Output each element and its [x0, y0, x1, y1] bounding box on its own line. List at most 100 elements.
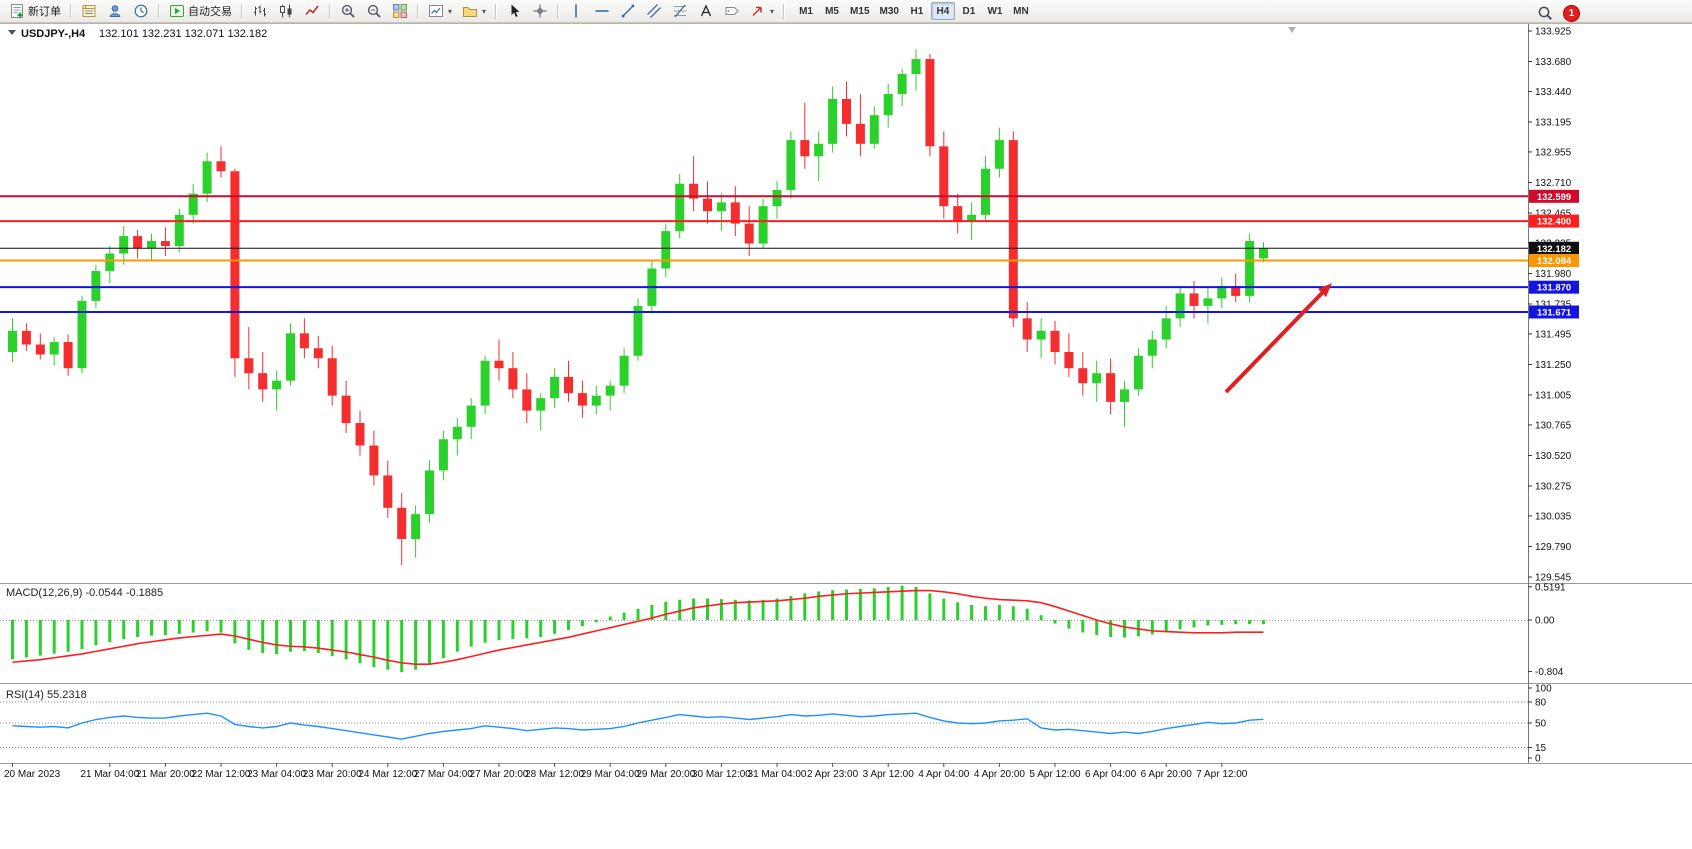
- time-label: 27 Mar 04:00: [414, 769, 473, 780]
- timeframe-mn-button[interactable]: MN: [1009, 2, 1033, 20]
- candle-body: [633, 305, 643, 356]
- tile-windows-button[interactable]: [388, 1, 412, 21]
- candle-body: [119, 236, 129, 254]
- candlestick-chart-button[interactable]: [274, 1, 298, 21]
- chart-shift-marker[interactable]: [1288, 27, 1296, 33]
- candle-body: [77, 300, 87, 369]
- zoom-out-button[interactable]: [362, 1, 386, 21]
- new-order-label: 新订单: [28, 6, 61, 18]
- time-label: 7 Apr 12:00: [1196, 769, 1248, 780]
- time-label: 20 Mar 2023: [4, 769, 61, 780]
- rsi-label: RSI(14) 55.2318: [6, 689, 87, 701]
- candle-body: [619, 355, 629, 386]
- candle-body: [564, 376, 573, 394]
- time-label: 23 Mar 20:00: [303, 769, 362, 780]
- price-tick-label: 131.250: [1535, 360, 1572, 371]
- notification-badge[interactable]: 1: [1563, 4, 1580, 22]
- time-label: 3 Apr 12:00: [863, 769, 915, 780]
- channel-icon: [646, 3, 662, 19]
- candle-body: [1259, 248, 1268, 259]
- time-label: 4 Apr 20:00: [974, 769, 1026, 780]
- zoom-out-icon: [366, 3, 382, 19]
- candle-body: [1175, 293, 1185, 319]
- timeframe-h1-button[interactable]: H1: [905, 2, 929, 20]
- timeframe-h4-button[interactable]: H4: [930, 2, 955, 20]
- zoom-in-icon: [340, 3, 356, 19]
- fibonacci-icon: [672, 3, 688, 19]
- timeframe-m15-button[interactable]: M15: [846, 2, 873, 20]
- timeframe-d1-button[interactable]: D1: [957, 2, 981, 20]
- trendline-button[interactable]: [616, 1, 640, 21]
- candle-body: [550, 376, 560, 399]
- candle-body: [730, 202, 740, 224]
- candle-body: [369, 445, 379, 476]
- price-tick-label: 131.005: [1535, 391, 1572, 402]
- line-chart-icon: [304, 3, 320, 19]
- candle-body: [411, 514, 421, 539]
- trendline-icon: [620, 3, 636, 19]
- candle-body: [299, 333, 309, 349]
- bar-chart-button[interactable]: [248, 1, 272, 21]
- profiles-icon: [462, 3, 478, 19]
- market-watch-button[interactable]: [77, 1, 101, 21]
- price-tick-label: 132.465: [1535, 209, 1572, 220]
- new-order-button[interactable]: 新订单: [5, 1, 65, 21]
- trend-arrow-head[interactable]: [1318, 283, 1332, 297]
- candle-body: [536, 398, 546, 411]
- timeframe-m1-button[interactable]: M1: [794, 2, 818, 20]
- price-tag: [1529, 253, 1579, 267]
- time-label: 24 Mar 12:00: [358, 769, 417, 780]
- candle-body: [994, 140, 1004, 169]
- price-tag: [1529, 280, 1579, 294]
- timeframe-group: M1 M5 M15 M30 H1 H4 D1 W1 MN: [793, 2, 1034, 20]
- toolbar-separator: [158, 3, 160, 19]
- fibonacci-button[interactable]: [668, 1, 692, 21]
- candle-body: [508, 368, 518, 390]
- time-axis-area[interactable]: [0, 763, 1528, 785]
- candle-body: [244, 358, 254, 374]
- candle-body: [953, 206, 963, 222]
- toolbar-separator: [329, 3, 331, 19]
- search-button[interactable]: [1533, 3, 1557, 23]
- candle-body: [1217, 285, 1227, 299]
- navigator-button[interactable]: [103, 1, 127, 21]
- price-tick-label: 130.765: [1535, 420, 1572, 431]
- candle-body: [341, 395, 351, 424]
- trend-arrow[interactable]: [1224, 289, 1326, 394]
- candle-body: [675, 183, 685, 232]
- cursor-button[interactable]: [502, 1, 526, 21]
- horizontal-line-button[interactable]: [590, 1, 614, 21]
- profiles-button[interactable]: ▾: [458, 1, 490, 21]
- history-center-button[interactable]: [129, 1, 153, 21]
- candle-body: [1161, 318, 1171, 340]
- chevron-down-icon: ▾: [448, 6, 453, 16]
- crosshair-button[interactable]: [528, 1, 552, 21]
- text-button[interactable]: [694, 1, 718, 21]
- vertical-line-button[interactable]: [564, 1, 588, 21]
- autotrade-button[interactable]: 自动交易: [165, 1, 236, 21]
- new-chart-button[interactable]: ▾: [424, 1, 456, 21]
- candle-body: [216, 161, 226, 172]
- timeframe-m30-button[interactable]: M30: [876, 2, 903, 20]
- time-label: 23 Mar 04:00: [247, 769, 306, 780]
- bar-chart-icon: [252, 3, 268, 19]
- candle-body: [1050, 330, 1060, 352]
- channel-button[interactable]: [642, 1, 666, 21]
- price-tag: [1529, 241, 1579, 255]
- shapes-button[interactable]: ▾: [746, 1, 778, 21]
- timeframe-m5-button[interactable]: M5: [820, 2, 844, 20]
- line-chart-button[interactable]: [300, 1, 324, 21]
- candle-body: [1008, 140, 1018, 319]
- candle-body: [160, 241, 170, 247]
- candle-body: [133, 236, 143, 249]
- price-axis-area[interactable]: [1528, 24, 1692, 763]
- price-tick-label: 129.545: [1535, 573, 1572, 584]
- zoom-in-button[interactable]: [336, 1, 360, 21]
- label-button[interactable]: [720, 1, 744, 21]
- price-tick-label: 131.980: [1535, 269, 1572, 280]
- collapse-toggle-icon[interactable]: [8, 30, 16, 35]
- timeframe-w1-button[interactable]: W1: [983, 2, 1007, 20]
- autotrade-icon: [169, 3, 185, 19]
- candle-body: [883, 93, 893, 116]
